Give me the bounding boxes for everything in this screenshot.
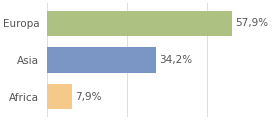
- Text: 34,2%: 34,2%: [159, 55, 192, 65]
- Bar: [47, 47, 156, 73]
- Text: 57,9%: 57,9%: [235, 18, 268, 28]
- Text: 7,9%: 7,9%: [75, 92, 101, 102]
- Bar: [47, 11, 232, 36]
- Bar: [47, 84, 72, 109]
